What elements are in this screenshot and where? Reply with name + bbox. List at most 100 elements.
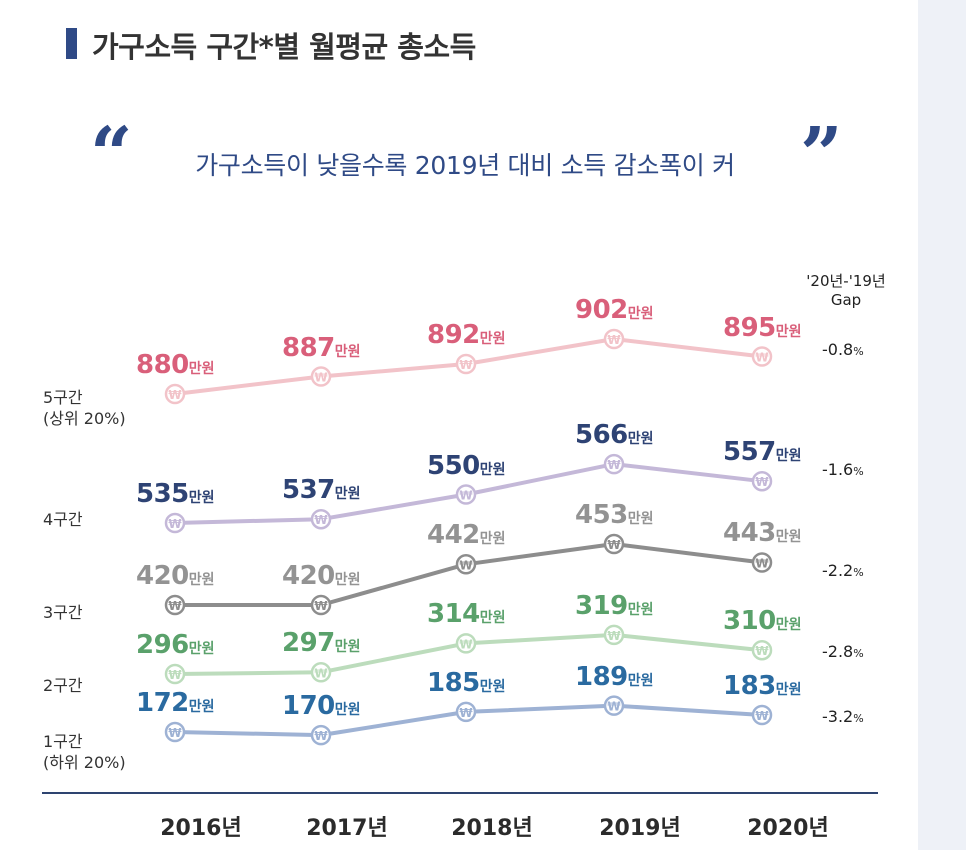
value-number: 537 (282, 475, 335, 506)
value-label-q1-2: 185만원 (427, 670, 506, 696)
data-point-q5-4: ₩ (751, 346, 773, 367)
value-label-q5-3: 902만원 (575, 297, 654, 323)
value-number: 453 (575, 499, 628, 530)
value-label-q2-2: 314만원 (427, 601, 506, 627)
value-number: 420 (282, 561, 335, 591)
value-unit: 만원 (188, 572, 215, 588)
value-number: 296 (136, 630, 189, 660)
gap-value-q3: -2.2% (822, 561, 864, 580)
value-label-q3-0: 420만원 (136, 563, 215, 589)
x-axis-line (42, 792, 878, 794)
svg-text:₩: ₩ (459, 489, 473, 503)
data-point-q1-0: ₩ (164, 721, 186, 743)
svg-text:₩: ₩ (314, 666, 328, 680)
svg-text:₩: ₩ (314, 371, 328, 385)
value-number: 319 (575, 590, 628, 621)
value-number: 557 (723, 437, 776, 468)
data-point-q3-4: ₩ (751, 552, 773, 573)
svg-text:₩: ₩ (459, 358, 473, 372)
data-point-q3-2: ₩ (455, 554, 477, 575)
value-label-q5-0: 880만원 (136, 352, 215, 378)
value-unit: 만원 (775, 681, 802, 698)
data-point-q3-0: ₩ (164, 594, 186, 616)
value-unit: 만원 (479, 461, 506, 478)
value-unit: 만원 (188, 641, 215, 657)
svg-text:₩: ₩ (168, 517, 182, 531)
value-unit: 만원 (627, 431, 654, 448)
svg-text:₩: ₩ (168, 388, 182, 402)
value-number: 902 (575, 295, 628, 325)
value-unit: 만원 (775, 617, 802, 634)
data-point-q1-3: ₩ (603, 695, 625, 716)
value-label-q3-2: 442만원 (427, 522, 506, 548)
value-label-q3-1: 420만원 (282, 563, 361, 589)
value-label-q5-4: 895만원 (723, 315, 802, 341)
data-point-q1-2: ₩ (455, 701, 477, 723)
value-label-q2-4: 310만원 (723, 608, 802, 634)
value-label-q4-4: 557만원 (723, 439, 802, 465)
value-number: 566 (575, 420, 628, 451)
gap-column-header: '20년-'19년 Gap (790, 272, 902, 310)
gap-header-line-1: '20년-'19년 (806, 272, 886, 290)
data-point-q2-0: ₩ (164, 663, 186, 685)
value-label-q5-1: 887만원 (282, 335, 361, 361)
value-label-q1-4: 183만원 (723, 673, 802, 699)
svg-text:₩: ₩ (314, 599, 328, 613)
data-point-q5-0: ₩ (164, 383, 186, 405)
data-point-q4-0: ₩ (164, 512, 186, 534)
close-quote-mark: ” (800, 112, 843, 198)
value-label-q5-2: 892만원 (427, 322, 506, 348)
value-label-q3-3: 453만원 (575, 502, 654, 528)
value-number: 170 (282, 691, 335, 722)
value-number: 172 (136, 688, 189, 718)
value-unit: 만원 (775, 448, 802, 465)
svg-text:₩: ₩ (314, 513, 328, 527)
value-number: 443 (723, 518, 776, 549)
open-quote-mark: “ (90, 112, 133, 198)
gap-value-q2: -2.8% (822, 642, 864, 661)
data-point-q4-1: ₩ (310, 508, 332, 530)
data-point-q3-1: ₩ (310, 594, 332, 616)
value-number: 892 (427, 320, 480, 350)
value-number: 183 (723, 670, 776, 701)
series-line-q3 (175, 542, 763, 607)
x-tick-label: 2017년 (306, 816, 388, 841)
value-unit: 만원 (334, 702, 361, 719)
value-label-q4-0: 535만원 (136, 481, 215, 507)
value-unit: 만원 (775, 323, 802, 340)
value-number: 535 (136, 479, 189, 509)
value-number: 887 (282, 332, 335, 363)
x-tick-label: 2016년 (160, 816, 242, 841)
value-number: 442 (427, 520, 480, 551)
value-number: 185 (427, 667, 480, 698)
data-point-q5-2: ₩ (455, 353, 477, 375)
value-unit: 만원 (479, 678, 506, 695)
value-unit: 만원 (627, 510, 654, 527)
band-label-q3: 3구간 (43, 603, 83, 622)
svg-text:₩: ₩ (607, 458, 621, 472)
value-unit: 만원 (627, 672, 654, 689)
value-number: 310 (723, 606, 776, 637)
value-label-q4-1: 537만원 (282, 477, 361, 503)
svg-text:₩: ₩ (459, 558, 473, 572)
svg-text:₩: ₩ (755, 557, 769, 571)
value-unit: 만원 (479, 610, 506, 627)
data-point-q2-4: ₩ (751, 639, 773, 661)
svg-text:₩: ₩ (755, 709, 769, 723)
value-label-q4-3: 566만원 (575, 422, 654, 448)
data-point-q5-1: ₩ (310, 366, 332, 387)
band-label-q4: 4구간 (43, 510, 83, 529)
svg-text:₩: ₩ (314, 729, 328, 743)
svg-text:₩: ₩ (607, 538, 621, 552)
value-label-q1-0: 172만원 (136, 690, 215, 716)
gap-value-q1: -3.2% (822, 707, 864, 726)
title-accent-bar (66, 28, 77, 59)
value-unit: 만원 (188, 361, 215, 377)
value-number: 297 (282, 628, 335, 659)
svg-text:₩: ₩ (755, 644, 769, 658)
data-point-q4-4: ₩ (751, 470, 773, 492)
svg-text:₩: ₩ (607, 629, 621, 643)
data-point-q2-3: ₩ (603, 624, 625, 646)
data-point-q4-2: ₩ (455, 484, 477, 505)
band-label-q1: 1구간 (하위 20%) (43, 732, 126, 772)
